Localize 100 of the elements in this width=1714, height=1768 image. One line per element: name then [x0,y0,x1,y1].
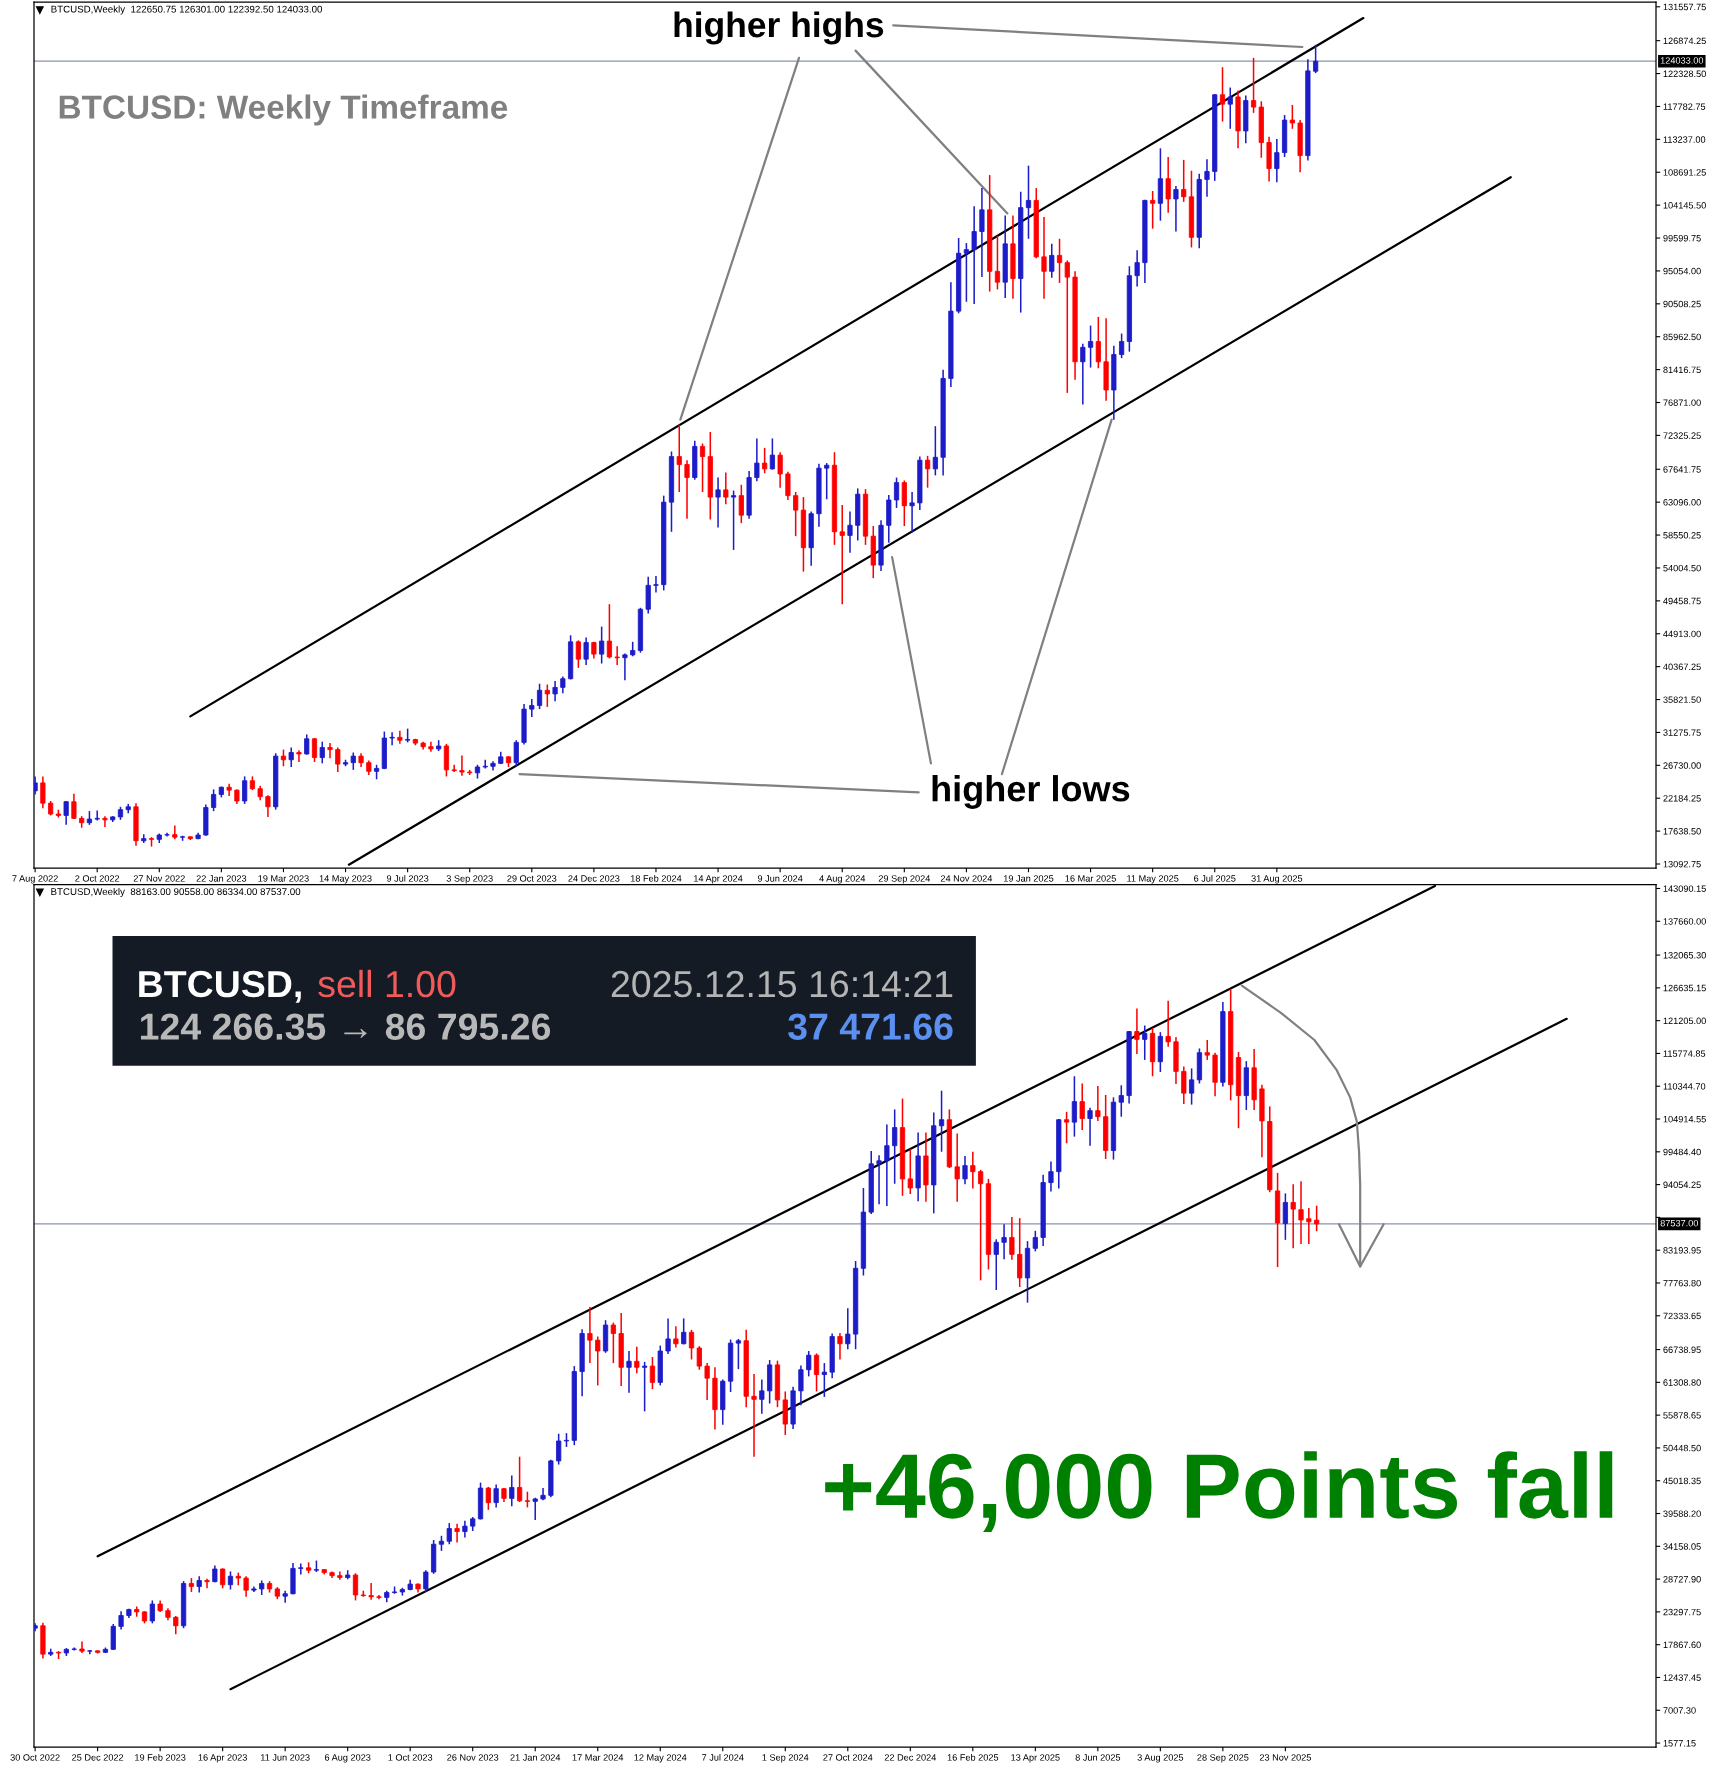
annotation: BTCUSD, [139,970,301,1003]
y-tick-label: 39588.20 [1663,1510,1701,1517]
x-tick-label: 11 May 2025 [1127,875,1179,884]
x-tick-label: 26 Nov 2023 [447,1754,499,1761]
x-tick-label: 8 Jun 2025 [1075,1754,1121,1761]
y-tick-label: 108691.25 [1663,169,1706,176]
y-tick-label: 137660.00 [1663,918,1706,925]
annotation: higher lows [932,775,1130,809]
y-tick-label: 45018.35 [1663,1477,1701,1485]
y-tick-label: 104145.50 [1663,202,1706,209]
annotation: +46,000 Points fall [825,1451,1613,1532]
x-tick-label: 28 Sep 2025 [1197,1754,1249,1763]
x-tick-label: 25 Dec 2022 [72,1754,124,1761]
annotation: BTCUSD,Weekly 88163.00 90558.00 86334.00 87537.00 [51,887,301,897]
y-tick-label: 99484.40 [1663,1148,1701,1156]
y-tick-label: 31275.75 [1663,729,1701,736]
x-tick-label: 16 Feb 2025 [947,1753,999,1761]
ref-line-label: 124033.00 [1660,57,1704,64]
x-tick-label: 9 Jul 2023 [386,874,429,882]
y-tick-label: 7007.30 [1663,1707,1696,1714]
x-tick-label: 9 Jun 2024 [757,875,803,882]
y-tick-label: 77763.80 [1663,1279,1701,1287]
x-tick-label: 7 Aug 2022 [12,875,58,884]
y-tick-label: 67641.75 [1663,466,1701,473]
x-tick-label: 6 Aug 2023 [324,1754,371,1763]
x-tick-label: 19 Feb 2023 [135,1753,186,1761]
y-tick-label: 90508.25 [1663,300,1701,308]
y-tick-label: 40367.25 [1663,663,1701,671]
y-tick-label: 34158.05 [1663,1543,1701,1550]
y-tick-label: 63096.00 [1663,499,1701,506]
x-tick-label: 14 Apr 2024 [694,875,743,884]
y-tick-label: 110344.70 [1663,1083,1706,1090]
x-tick-label: 14 May 2023 [319,875,372,884]
y-tick-label: 83193.95 [1663,1247,1701,1254]
y-tick-label: 94054.25 [1663,1181,1701,1189]
y-tick-label: 35821.50 [1663,696,1701,703]
y-tick-label: 54004.50 [1663,564,1701,572]
y-tick-label: 81416.75 [1663,366,1701,374]
x-tick-label: 27 Oct 2024 [823,1754,873,1761]
annotation: 2025.12.15 16:14:21 [611,970,953,998]
x-tick-label: 29 Sep 2024 [878,875,931,884]
y-tick-label: 13092.75 [1663,860,1701,868]
x-tick-label: 27 Nov 2022 [133,875,185,882]
ref-line-label: 87537.00 [1660,1219,1699,1227]
x-tick-label: 2 Oct 2022 [75,875,120,882]
x-tick-label: 30 Oct 2022 [10,1754,60,1761]
x-tick-label: 13 Apr 2025 [1011,1754,1060,1763]
x-tick-label: 24 Dec 2023 [568,875,620,882]
x-tick-label: 1 Sep 2024 [762,1754,809,1763]
y-tick-label: 117782.75 [1663,103,1706,110]
y-tick-label: 131557.75 [1663,3,1706,11]
annotation: 37 471.66 [788,1013,953,1040]
y-tick-label: 85962.50 [1663,333,1701,341]
y-tick-label: 26730.00 [1663,762,1701,769]
y-tick-label: 58550.25 [1663,531,1701,539]
x-tick-label: 12 May 2024 [634,1754,687,1763]
y-tick-label: 126635.15 [1663,984,1706,992]
annotation: sell 1.00 [318,969,456,998]
x-tick-label: 16 Mar 2025 [1065,875,1116,882]
y-tick-label: 76871.00 [1663,399,1701,406]
y-tick-label: 115774.85 [1663,1050,1706,1057]
x-tick-label: 16 Apr 2023 [198,1754,247,1763]
y-tick-label: 23297.75 [1663,1608,1701,1616]
y-tick-label: 61308.80 [1663,1379,1701,1386]
annotation: higher highs [674,11,884,45]
y-tick-label: 28727.90 [1663,1576,1701,1583]
x-tick-label: 7 Jul 2024 [702,1753,744,1761]
x-tick-label: 3 Sep 2023 [446,875,493,884]
y-tick-label: 17867.60 [1663,1641,1701,1649]
y-tick-label: 126874.25 [1663,37,1706,45]
annotation: BTCUSD,Weekly 122650.75 126301.00 122392.50 124033.00 [51,5,323,15]
y-tick-label: 12437.45 [1663,1674,1701,1681]
y-tick-label: 44913.00 [1663,630,1701,638]
x-tick-label: 19 Jan 2025 [1003,875,1054,882]
y-tick-label: 121205.00 [1663,1017,1706,1025]
y-tick-label: 95054.00 [1663,267,1701,275]
y-tick-label: 17638.50 [1663,828,1701,835]
y-tick-label: 49458.75 [1663,597,1701,605]
y-tick-label: 72325.25 [1663,432,1701,439]
y-tick-label: 72333.65 [1663,1312,1701,1320]
y-tick-label: 50448.50 [1663,1444,1701,1452]
x-tick-label: 19 Mar 2023 [258,875,309,882]
x-tick-label: 18 Feb 2024 [630,874,682,882]
y-tick-label: 122328.50 [1663,70,1706,77]
y-tick-label: 66738.95 [1663,1346,1701,1353]
x-tick-label: 4 Aug 2024 [819,875,866,884]
x-tick-label: 24 Nov 2024 [940,875,993,882]
y-tick-label: 113237.00 [1663,136,1706,143]
x-tick-label: 23 Nov 2025 [1259,1754,1311,1761]
y-tick-label: 143090.15 [1663,885,1706,892]
y-tick-label: 1577.15 [1663,1740,1696,1747]
x-tick-label: 22 Jan 2023 [196,875,247,882]
y-tick-label: 99599.75 [1663,234,1701,242]
x-tick-label: 11 Jun 2023 [260,1754,310,1761]
x-tick-label: 6 Jul 2025 [1194,874,1236,882]
x-tick-label: 3 Aug 2025 [1137,1754,1184,1763]
x-tick-label: 1 Oct 2023 [388,1754,433,1761]
y-tick-label: 55878.65 [1663,1412,1701,1419]
x-tick-label: 22 Dec 2024 [884,1754,937,1761]
annotation: BTCUSD: Weekly Timeframe [59,94,508,126]
